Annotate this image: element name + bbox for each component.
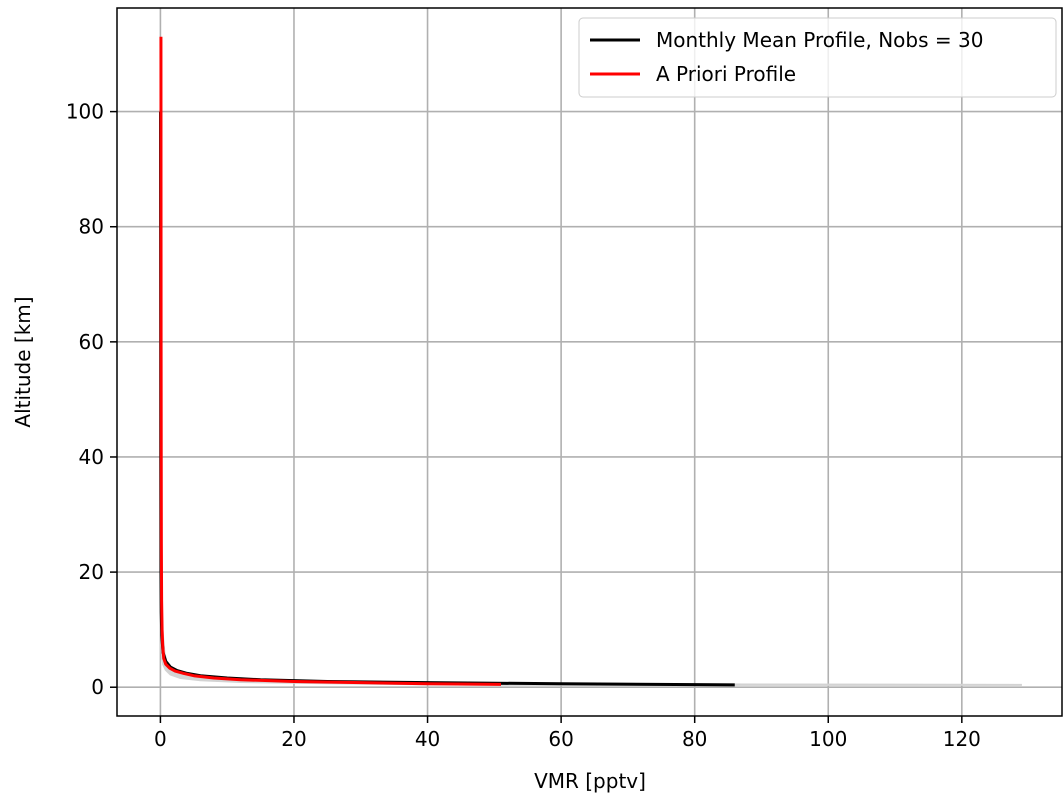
y-tick-label: 20 [79,560,104,584]
x-tick-label: 20 [281,727,306,751]
y-tick-label: 80 [79,215,104,239]
plot-frame [116,7,1063,717]
x-tick-label: 120 [943,727,981,751]
ticks: 0 20 40 60 80 100 120 0 20 40 60 80 100 [66,100,981,751]
legend-box [578,17,1057,98]
y-tick-label: 40 [79,445,104,469]
series-layer [159,36,735,687]
x-tick-label: 40 [415,727,440,751]
x-axis-label: VMR [pptv] [534,769,646,793]
legend: Monthly Mean Profile, Nobs = 30 A Priori… [578,17,1057,98]
y-tick-label: 0 [91,675,104,699]
y-axis-label: Altitude [km] [11,296,35,427]
y-tick-label: 100 [66,100,104,124]
legend-label-monthly-mean: Monthly Mean Profile, Nobs = 30 [656,28,983,52]
legend-label-a-priori: A Priori Profile [656,62,796,86]
x-tick-label: 100 [809,727,847,751]
x-tick-label: 0 [154,727,167,751]
y-tick-label: 60 [79,330,104,354]
x-tick-label: 80 [682,727,707,751]
x-tick-label: 60 [548,727,573,751]
grid [117,8,1062,716]
series-line-a-priori [159,36,502,686]
